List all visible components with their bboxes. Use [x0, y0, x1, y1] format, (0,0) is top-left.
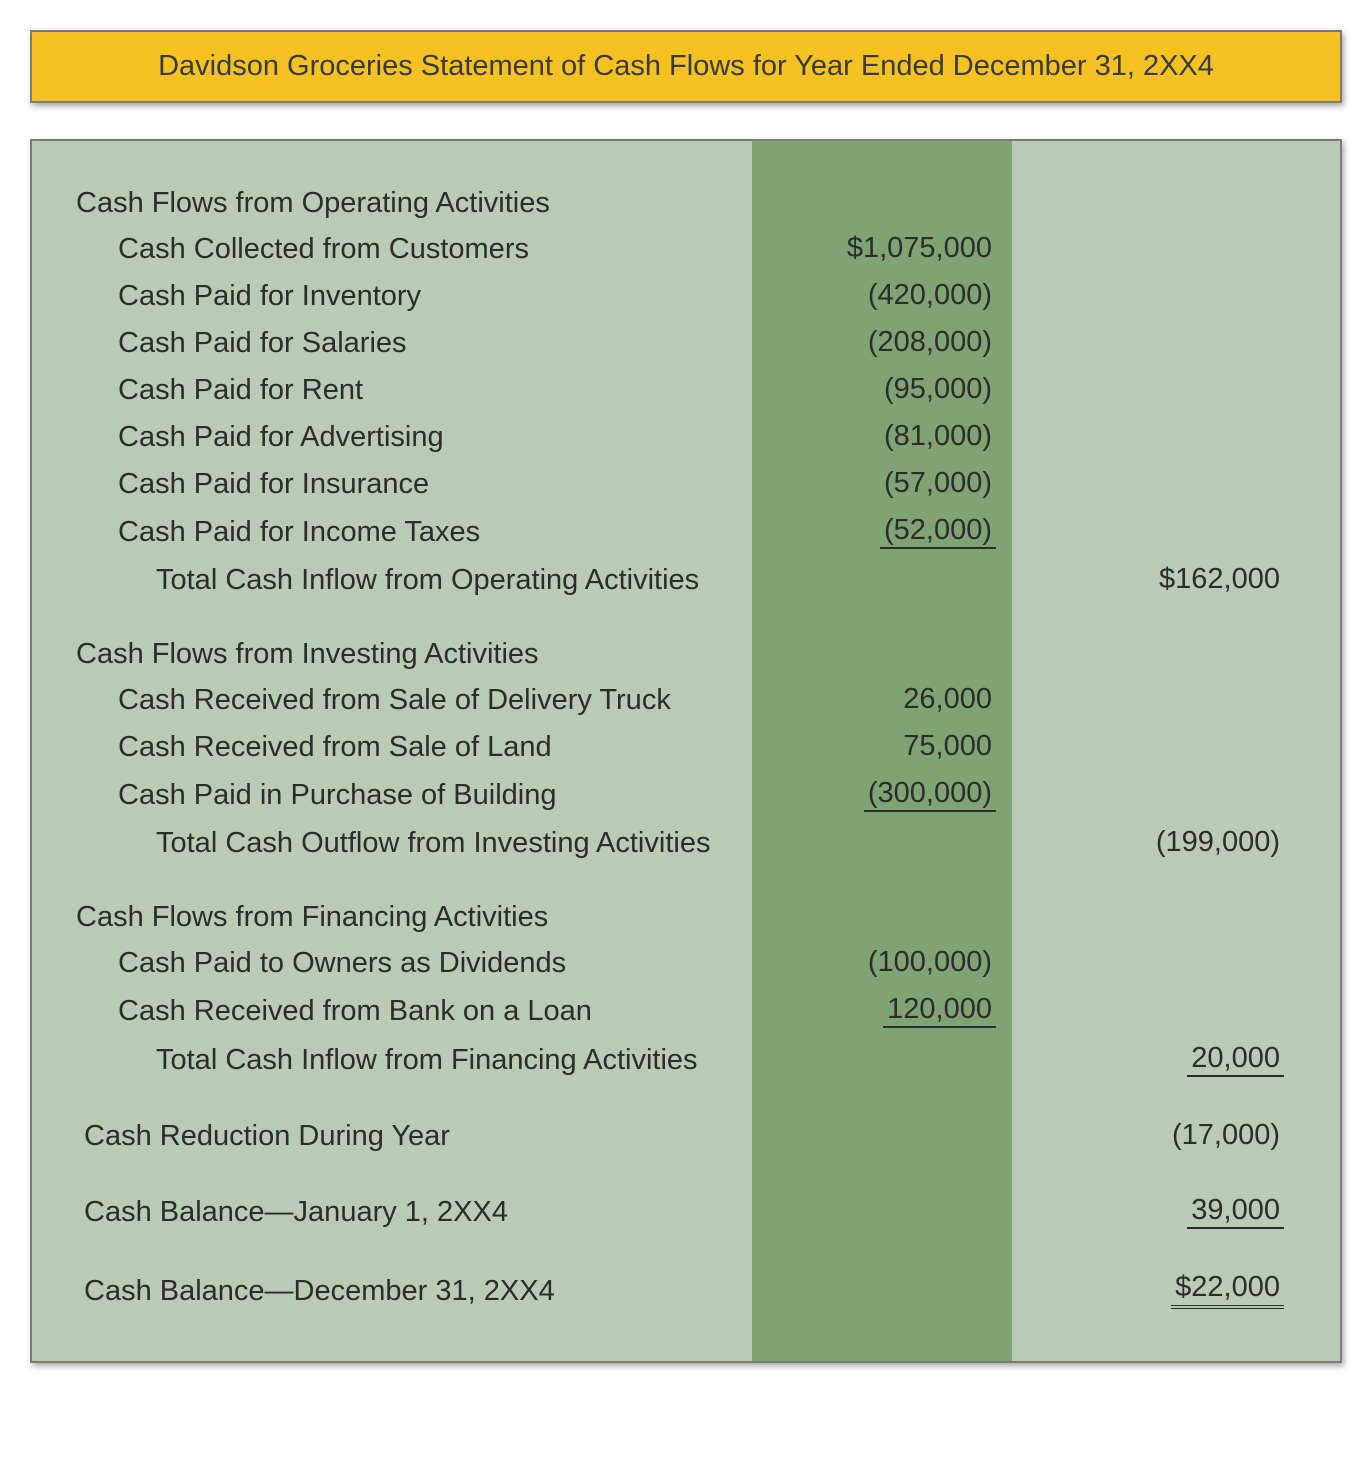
- cash-reduction-label: Cash Reduction During Year: [32, 1122, 752, 1151]
- investing-item-label: Cash Received from Sale of Delivery Truc…: [32, 686, 752, 715]
- statement-body: Cash Flows from Operating Activities Cas…: [30, 139, 1342, 1363]
- spacer: [32, 1237, 1340, 1265]
- operating-item-value: (208,000): [752, 328, 1032, 359]
- operating-item-label: Cash Paid for Insurance: [32, 470, 752, 499]
- cash-flow-statement: Davidson Groceries Statement of Cash Flo…: [30, 30, 1342, 1363]
- financing-item-value: (100,000): [752, 948, 1032, 979]
- operating-item-label: Cash Paid for Salaries: [32, 329, 752, 358]
- investing-item-row: Cash Paid in Purchase of Building(300,00…: [32, 771, 1340, 820]
- operating-header: Cash Flows from Operating Activities: [32, 189, 752, 218]
- financing-item-row: Cash Received from Bank on a Loan120,000: [32, 987, 1340, 1036]
- operating-header-row: Cash Flows from Operating Activities: [32, 181, 1340, 226]
- operating-total-value: $162,000: [1032, 565, 1340, 596]
- cash-reduction-value: (17,000): [1032, 1121, 1340, 1152]
- operating-item-value: (95,000): [752, 375, 1032, 406]
- investing-total-row: Total Cash Outflow from Investing Activi…: [32, 820, 1340, 867]
- operating-total-row: Total Cash Inflow from Operating Activit…: [32, 557, 1340, 604]
- balance-end-label: Cash Balance—December 31, 2XX4: [32, 1277, 752, 1306]
- statement-rows: Cash Flows from Operating Activities Cas…: [32, 181, 1340, 1317]
- operating-item-row: Cash Paid for Advertising(81,000): [32, 414, 1340, 461]
- financing-item-value: 120,000: [752, 995, 1032, 1028]
- investing-item-label: Cash Received from Sale of Land: [32, 733, 752, 762]
- balance-end-value: $22,000: [1032, 1273, 1340, 1309]
- spacer: [32, 604, 1340, 632]
- spacer: [32, 1085, 1340, 1113]
- operating-items: Cash Collected from Customers$1,075,000C…: [32, 226, 1340, 557]
- investing-total-label: Total Cash Outflow from Investing Activi…: [32, 829, 752, 858]
- investing-header: Cash Flows from Investing Activities: [32, 640, 752, 669]
- operating-item-value: (52,000): [752, 516, 1032, 549]
- financing-header-row: Cash Flows from Financing Activities: [32, 895, 1340, 940]
- operating-item-label: Cash Paid for Rent: [32, 376, 752, 405]
- operating-item-value: (57,000): [752, 469, 1032, 500]
- balance-start-label: Cash Balance—January 1, 2XX4: [32, 1198, 752, 1227]
- operating-item-value: (420,000): [752, 281, 1032, 312]
- spacer: [32, 1160, 1340, 1188]
- investing-header-row: Cash Flows from Investing Activities: [32, 632, 1340, 677]
- financing-total-row: Total Cash Inflow from Financing Activit…: [32, 1036, 1340, 1085]
- financing-items: Cash Paid to Owners as Dividends(100,000…: [32, 940, 1340, 1036]
- financing-header: Cash Flows from Financing Activities: [32, 903, 752, 932]
- balance-start-value: 39,000: [1032, 1196, 1340, 1229]
- investing-item-label: Cash Paid in Purchase of Building: [32, 781, 752, 810]
- operating-item-value: (81,000): [752, 422, 1032, 453]
- statement-title: Davidson Groceries Statement of Cash Flo…: [30, 30, 1342, 103]
- operating-item-row: Cash Collected from Customers$1,075,000: [32, 226, 1340, 273]
- balance-start-row: Cash Balance—January 1, 2XX4 39,000: [32, 1188, 1340, 1237]
- investing-item-row: Cash Received from Sale of Delivery Truc…: [32, 677, 1340, 724]
- financing-total-value: 20,000: [1032, 1044, 1340, 1077]
- financing-total-label: Total Cash Inflow from Financing Activit…: [32, 1046, 752, 1075]
- investing-total-value: (199,000): [1032, 828, 1340, 859]
- investing-item-value: (300,000): [752, 779, 1032, 812]
- operating-item-label: Cash Paid for Advertising: [32, 423, 752, 452]
- operating-item-label: Cash Paid for Inventory: [32, 282, 752, 311]
- investing-item-value: 75,000: [752, 732, 1032, 763]
- balance-end-row: Cash Balance—December 31, 2XX4 $22,000: [32, 1265, 1340, 1317]
- spacer: [32, 867, 1340, 895]
- investing-item-row: Cash Received from Sale of Land75,000: [32, 724, 1340, 771]
- operating-item-label: Cash Paid for Income Taxes: [32, 518, 752, 547]
- operating-item-value: $1,075,000: [752, 234, 1032, 265]
- operating-item-row: Cash Paid for Income Taxes(52,000): [32, 508, 1340, 557]
- operating-item-row: Cash Paid for Rent(95,000): [32, 367, 1340, 414]
- financing-item-label: Cash Received from Bank on a Loan: [32, 997, 752, 1026]
- financing-item-label: Cash Paid to Owners as Dividends: [32, 949, 752, 978]
- operating-item-row: Cash Paid for Insurance(57,000): [32, 461, 1340, 508]
- operating-total-label: Total Cash Inflow from Operating Activit…: [32, 566, 752, 595]
- operating-item-row: Cash Paid for Inventory(420,000): [32, 273, 1340, 320]
- operating-item-row: Cash Paid for Salaries(208,000): [32, 320, 1340, 367]
- investing-items: Cash Received from Sale of Delivery Truc…: [32, 677, 1340, 820]
- operating-item-label: Cash Collected from Customers: [32, 235, 752, 264]
- investing-item-value: 26,000: [752, 685, 1032, 716]
- cash-reduction-row: Cash Reduction During Year (17,000): [32, 1113, 1340, 1160]
- financing-item-row: Cash Paid to Owners as Dividends(100,000…: [32, 940, 1340, 987]
